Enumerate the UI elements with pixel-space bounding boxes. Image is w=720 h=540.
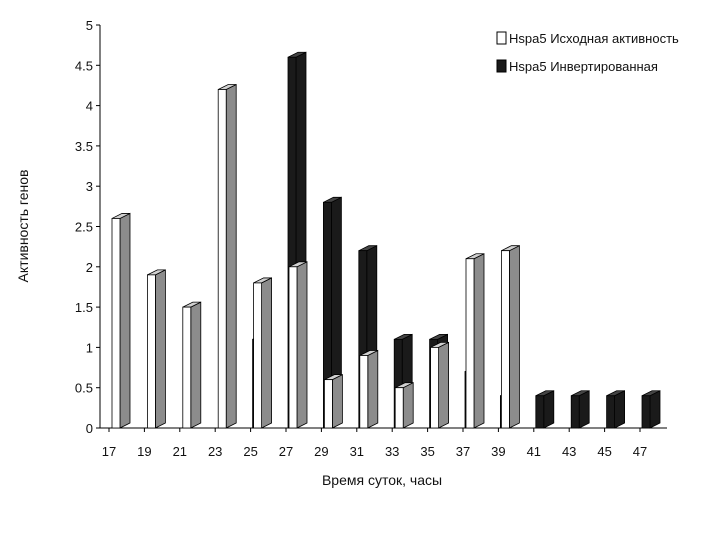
x-tick-label: 17 xyxy=(102,444,116,459)
y-tick-label: 4.5 xyxy=(75,58,93,73)
bar-original xyxy=(500,245,520,429)
legend-label-series-2: Hspa5 Инвертированная xyxy=(509,59,658,74)
x-axis-title: Время суток, часы xyxy=(322,472,442,488)
labels-layer: 0 0.5 1 1.5 2 2.5 3 3.5 4 4.5 5 17 19 21 23 25 27 29 31 33 3… xyxy=(75,18,647,459)
x-tick-label: 27 xyxy=(279,444,293,459)
bar-original-side xyxy=(225,83,237,429)
bar-inverted xyxy=(641,390,661,429)
bar-original-front xyxy=(394,387,404,429)
x-tick-label: 25 xyxy=(243,444,257,459)
bar-original xyxy=(430,341,450,429)
bar-original-front xyxy=(465,258,475,429)
bar-original-side xyxy=(508,245,520,429)
bar-original-front xyxy=(430,346,440,429)
bar-original xyxy=(217,83,237,429)
x-tick-label: 41 xyxy=(527,444,541,459)
legend: Hspa5 Исходная активность Hspa5 Инвертир… xyxy=(496,31,679,74)
bar-original xyxy=(359,349,379,429)
bar-original xyxy=(465,253,485,429)
legend-swatch-series-1 xyxy=(496,31,507,45)
bar-inverted-side xyxy=(614,390,625,429)
x-tick-label: 43 xyxy=(562,444,576,459)
bar-original xyxy=(323,373,343,429)
bar-original-side xyxy=(438,341,450,429)
bar-original-side xyxy=(190,301,202,429)
bar-original-side xyxy=(367,349,379,429)
y-tick-label: 5 xyxy=(86,18,93,33)
y-tick-label: 3 xyxy=(86,179,93,194)
bar-inverted xyxy=(535,390,555,429)
bar-inverted xyxy=(606,390,625,429)
bar-original-front xyxy=(111,218,121,429)
bar-inverted-front xyxy=(606,395,615,429)
x-tick-label: 21 xyxy=(173,444,187,459)
bar-inverted-side xyxy=(578,390,590,429)
bar-original-side xyxy=(402,382,414,429)
bar-original-front xyxy=(359,355,369,429)
legend-swatch-series-2 xyxy=(496,59,507,73)
bar-original xyxy=(288,261,308,429)
bar-original-side xyxy=(119,212,131,429)
y-tick-label: 3.5 xyxy=(75,139,93,154)
y-tick-label: 1.5 xyxy=(75,300,93,315)
x-tick-label: 45 xyxy=(597,444,611,459)
bar-original-front xyxy=(146,274,156,429)
y-tick-label: 0.5 xyxy=(75,381,93,396)
bar-original xyxy=(394,382,414,429)
x-tick-label: 29 xyxy=(314,444,328,459)
bar-original-side xyxy=(331,373,343,429)
bar-inverted-front xyxy=(570,395,580,429)
bar-original-front xyxy=(288,266,298,429)
x-tick-label: 39 xyxy=(491,444,505,459)
bar-original-side xyxy=(154,269,166,429)
y-tick-label: 2.5 xyxy=(75,220,93,235)
y-tick-label: 2 xyxy=(86,260,93,275)
bar-original-side xyxy=(473,253,485,429)
y-tick-label: 4 xyxy=(86,99,93,114)
bar-original-front xyxy=(500,250,510,429)
x-tick-label: 23 xyxy=(208,444,222,459)
bar-inverted-side xyxy=(649,390,661,429)
bar-original xyxy=(146,269,166,429)
legend-label-series-1: Hspa5 Исходная активность xyxy=(509,31,679,46)
bar-original-side xyxy=(261,277,273,429)
bar-original xyxy=(182,301,202,429)
bar-original-front xyxy=(253,282,263,429)
y-tick-label: 0 xyxy=(86,421,93,436)
bar-inverted-side xyxy=(543,390,555,429)
y-tick-label: 1 xyxy=(86,340,93,355)
y-axis-title: Активность генов xyxy=(15,170,31,283)
bar-inverted xyxy=(570,390,590,429)
bar-original-front xyxy=(182,306,192,429)
axes-layer xyxy=(96,24,667,432)
x-tick-label: 19 xyxy=(137,444,151,459)
x-tick-label: 35 xyxy=(420,444,434,459)
bars-layer xyxy=(111,51,661,429)
bar-inverted xyxy=(322,196,342,429)
bar-original xyxy=(253,277,273,429)
bar-original-side xyxy=(296,261,308,429)
bar-original-front xyxy=(217,89,227,429)
bar-inverted-front xyxy=(641,395,651,429)
bar-original-front xyxy=(323,379,333,429)
x-tick-label: 37 xyxy=(456,444,470,459)
x-tick-label: 47 xyxy=(633,444,647,459)
bar-original xyxy=(111,212,131,429)
bar-inverted-front xyxy=(535,395,545,429)
x-tick-label: 33 xyxy=(385,444,399,459)
x-tick-label: 31 xyxy=(350,444,364,459)
